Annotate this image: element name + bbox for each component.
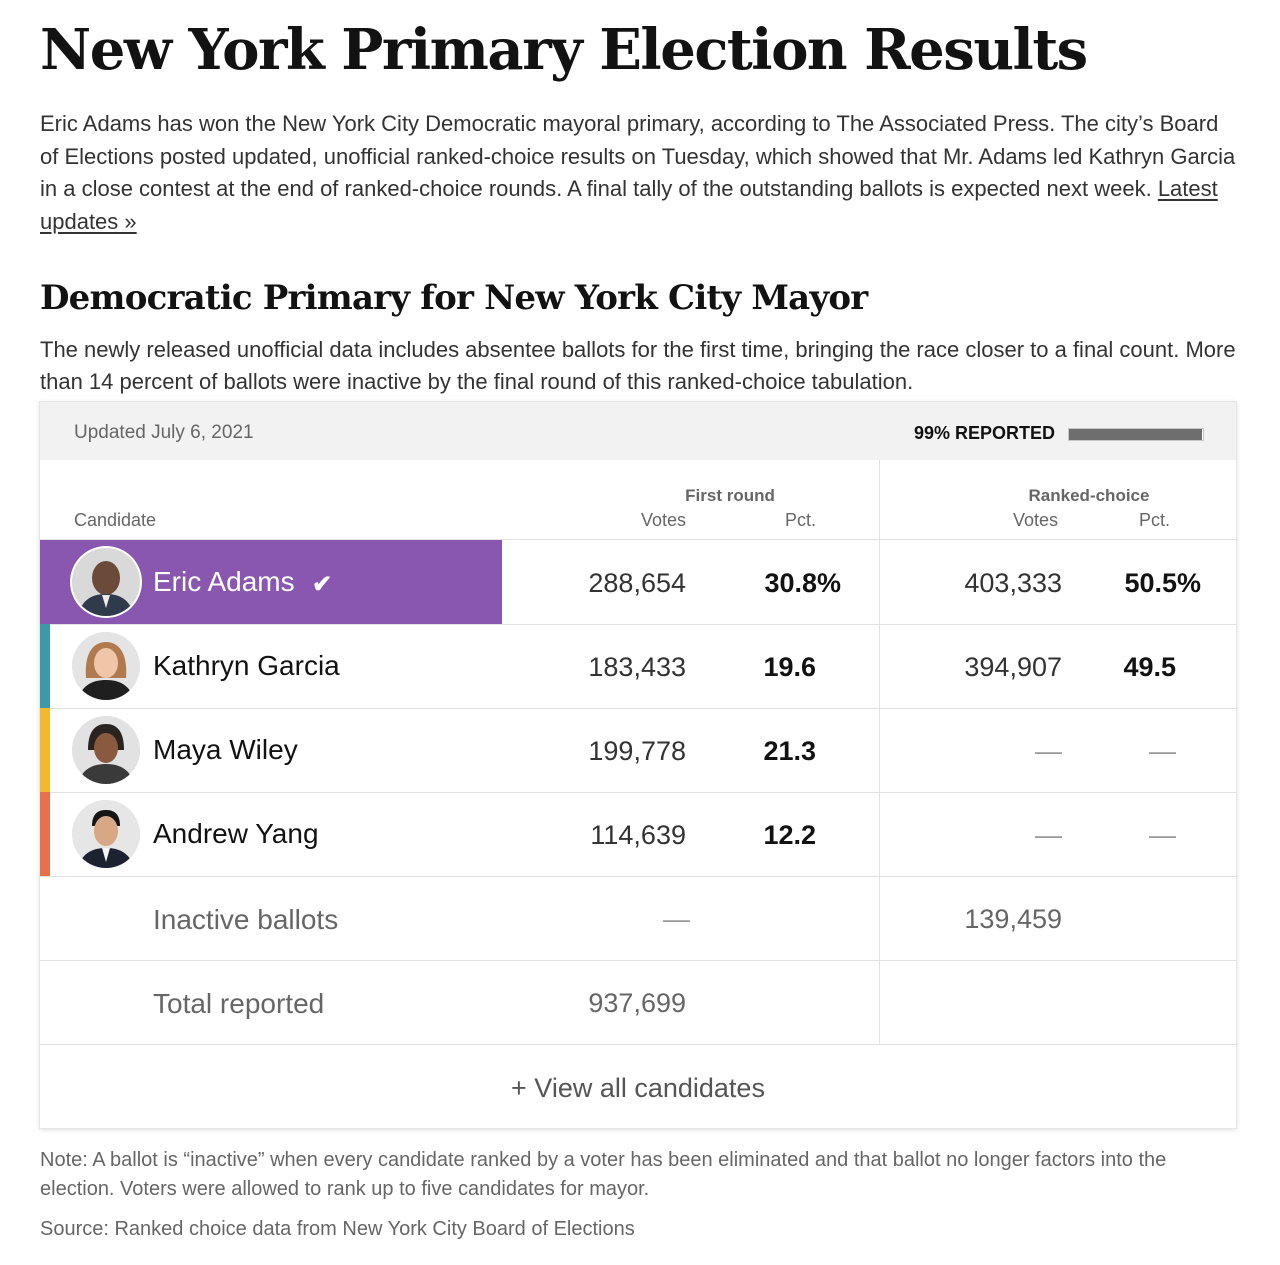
ranked-choice-votes: — [1035,820,1062,850]
source-line: Source: Ranked choice data from New York… [40,1218,635,1240]
row-divider [40,1044,1236,1045]
column-divider [879,460,880,1044]
candidate-color-stripe [40,792,50,876]
reported-progress-fill [1069,429,1202,440]
avatar-eric-adams [72,548,140,616]
ranked-choice-votes: 394,907 [964,652,1062,682]
first-round-pct: 30.8% [764,568,841,598]
article-dek: Eric Adams has won the New York City Dem… [40,108,1236,238]
ranked-choice-votes: — [1035,736,1062,766]
candidate-row-eric-adams: Eric Adams ✔ 288,654 30.8% 403,333 50.5% [40,540,1236,624]
header-first-pct: Pct. [784,510,816,530]
header-first-round: First round [685,486,775,505]
candidate-row-andrew-yang: Andrew Yang 114,639 12.2 — — [40,792,1236,876]
ranked-choice-votes: 403,333 [964,568,1062,598]
candidate-row-kathryn-garcia: Kathryn Garcia 183,433 19.6 394,907 49.5 [40,624,1236,708]
first-round-votes: 183,433 [588,652,686,682]
avatar-maya-wiley [72,716,140,784]
winner-check-icon: ✔ [312,571,333,598]
ranked-choice-pct: 49.5 [1123,652,1176,682]
first-round-pct: 19.6 [763,652,816,682]
total-reported-row: Total reported 937,699 [40,960,1236,1044]
view-all-candidates-button[interactable]: + View all candidates [511,1073,765,1103]
section-dek: The newly released unofficial data inclu… [40,337,1236,394]
header-rc-pct: Pct. [1138,510,1170,530]
header-first-votes: Votes [640,510,686,530]
row-divider [40,708,1236,709]
first-round-votes: 199,778 [588,736,686,766]
ranked-choice-pct: 50.5% [1124,568,1201,598]
updated-date: Updated July 6, 2021 [74,422,254,443]
row-divider [40,876,1236,877]
header-ranked-choice: Ranked-choice [1028,486,1150,505]
row-divider [40,792,1236,793]
candidate-color-stripe [40,708,50,792]
results-table: Updated July 6, 2021 99% REPORTED Candid… [40,402,1236,1128]
inactive-rc-votes: 139,459 [964,904,1062,934]
latest-updates-link[interactable]: Latest updates » [40,176,1218,234]
results-status-bar: Updated July 6, 2021 99% REPORTED [40,402,1236,460]
candidate-color-stripe [40,624,50,708]
total-first-votes: 937,699 [588,988,686,1018]
dek-text: Eric Adams has won the New York City Dem… [40,111,1236,201]
candidate-name: Kathryn Garcia [153,650,340,681]
header-rc-votes: Votes [1012,510,1058,530]
row-divider [40,960,1236,961]
avatar-andrew-yang [72,800,140,868]
section-title: Democratic Primary for New York City May… [40,278,868,318]
first-round-pct: 12.2 [763,820,816,850]
ranked-choice-pct: — [1149,820,1176,850]
row-divider [40,624,1236,625]
article: New York Primary Election Results Eric A… [40,0,1236,398]
total-reported-label: Total reported [153,988,325,1019]
avatar-kathryn-garcia [72,632,140,700]
reported-progress-bar [1068,428,1204,441]
candidate-row-maya-wiley: Maya Wiley 199,778 21.3 — — [40,708,1236,792]
candidate-name: Maya Wiley [153,734,298,765]
header-candidate: Candidate [74,510,157,530]
row-divider [40,539,1236,540]
inactive-first-votes: — [663,904,690,934]
page-title: New York Primary Election Results [40,17,1088,83]
first-round-votes: 114,639 [590,820,686,850]
footnote: Note: A ballot is “inactive” when every … [40,1149,1167,1200]
candidate-name: Eric Adams [153,566,295,597]
reported-label: 99% REPORTED [914,423,1056,443]
inactive-ballots-row: Inactive ballots — 139,459 [40,876,1236,960]
first-round-votes: 288,654 [588,568,686,598]
inactive-ballots-label: Inactive ballots [153,904,339,935]
ranked-choice-pct: — [1149,736,1176,766]
first-round-pct: 21.3 [763,736,816,766]
candidate-name: Andrew Yang [153,818,319,849]
